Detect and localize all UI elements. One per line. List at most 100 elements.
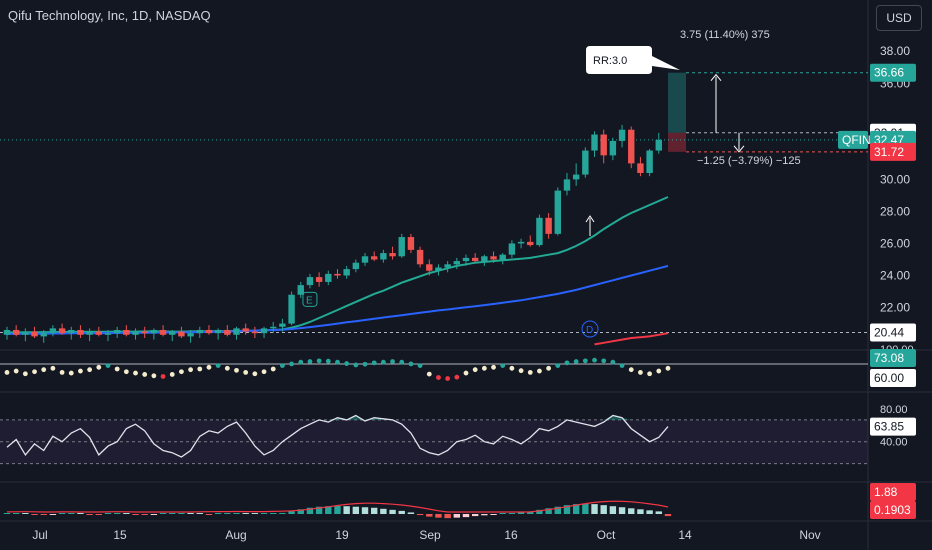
macd-histogram-bar (563, 505, 571, 514)
macd-histogram-bar (68, 513, 75, 514)
candle-body (444, 264, 451, 268)
candle-body (343, 269, 350, 276)
candle-body (389, 253, 396, 257)
dividend-marker (581, 320, 599, 338)
candle-body (499, 254, 506, 260)
candle-body (196, 329, 203, 334)
target-label: 3.75 (11.40%) 375 (680, 29, 770, 41)
indicator-dot (68, 370, 74, 376)
macd-histogram-bar (325, 506, 332, 514)
candle-body (591, 134, 598, 151)
indicator-dot (234, 367, 239, 373)
macd-histogram-bar (123, 513, 130, 514)
macd-histogram-bar (214, 513, 222, 514)
indicator-dot (59, 370, 65, 375)
candle-body (251, 331, 259, 334)
candle-body (187, 333, 194, 337)
candle-body (40, 333, 47, 337)
price-tick-label: 28.00 (880, 204, 910, 218)
indicator-dot (537, 368, 542, 374)
macd-histogram-bar (389, 509, 396, 514)
loss-zone (668, 132, 686, 152)
indicator-dot (472, 367, 478, 373)
candle-body (416, 249, 424, 265)
macd-histogram-bar (517, 512, 525, 514)
candle-body (49, 328, 57, 334)
rr-callout (586, 46, 680, 74)
price-tick-label: 30.00 (880, 172, 910, 186)
macd-histogram-bar (178, 513, 185, 514)
candle-body (113, 329, 121, 334)
candle-body (582, 150, 589, 175)
time-axis-label: Oct (597, 528, 616, 542)
indicator-dot (445, 376, 451, 381)
candle-body (178, 331, 185, 337)
candle-body (95, 331, 102, 335)
candle-body (618, 129, 626, 141)
price-tick-label: 24.00 (880, 269, 910, 283)
candle-body (325, 273, 332, 282)
candle-body (169, 331, 176, 335)
candle-body (490, 256, 497, 260)
candle-body (132, 331, 139, 335)
candle-body (214, 329, 222, 334)
price-tag (870, 501, 916, 519)
indicator-dot (454, 374, 460, 380)
macd-histogram-bar (618, 507, 626, 514)
candle-body (536, 217, 543, 246)
candle-body (233, 328, 240, 335)
moving-average-line (7, 196, 669, 334)
macd-histogram-bar (104, 513, 112, 514)
price-tag-label: 0.1903 (874, 503, 911, 517)
price-tick-label: 22.00 (880, 301, 910, 315)
macd-histogram-bar (279, 512, 286, 514)
time-axis-label: 14 (678, 528, 692, 542)
indicator-dot (105, 363, 111, 368)
macd-histogram-bar (453, 514, 461, 518)
candle-body (297, 285, 304, 295)
macd-histogram-bar (3, 513, 11, 514)
candle-body (572, 174, 580, 180)
indicator-dot (408, 361, 414, 367)
macd-histogram-bar (297, 509, 304, 514)
indicator-dot (371, 360, 377, 366)
candle-body (205, 329, 213, 334)
macd-histogram-bar (31, 514, 38, 515)
macd-histogram-bar (416, 514, 424, 516)
macd-histogram-bar (508, 513, 516, 514)
macd-histogram-bar (352, 506, 360, 514)
macd-histogram-bar (527, 511, 534, 514)
candle-body (12, 329, 20, 335)
indicator-dot (243, 370, 249, 375)
rsi-line (6, 414, 669, 458)
macd-histogram-bar (95, 514, 102, 515)
indicator-dot (133, 370, 138, 376)
candle-body (150, 329, 158, 334)
candle-body (527, 241, 534, 246)
candle-body (371, 256, 378, 260)
indicator-dot (390, 359, 395, 364)
price-tag-label: 60.00 (874, 371, 904, 385)
moving-average-line (594, 332, 669, 346)
macd-histogram-bar (343, 506, 350, 514)
macd-histogram-bar (22, 513, 29, 514)
indicator-dot (224, 365, 230, 371)
indicator-dot (380, 359, 386, 365)
indicator-dot (4, 370, 10, 375)
indicator-dot (22, 371, 28, 377)
indicator-dot (307, 359, 313, 364)
macd-histogram-bar (187, 513, 194, 514)
indicator-dot (325, 358, 331, 364)
macd-histogram-bar (471, 514, 479, 517)
candle-body (279, 323, 286, 327)
stop-arrowhead (733, 145, 745, 153)
time-axis-label: 19 (335, 528, 349, 542)
price-tag-label: 31.72 (874, 145, 904, 159)
macd-histogram-bar (251, 513, 259, 514)
currency-button[interactable]: USD (876, 5, 922, 31)
indicator-dot (481, 365, 487, 371)
earnings-marker-label: E (306, 295, 313, 306)
indicator-dot (527, 370, 533, 375)
rsi-tick-label: 40.00 (880, 437, 908, 449)
